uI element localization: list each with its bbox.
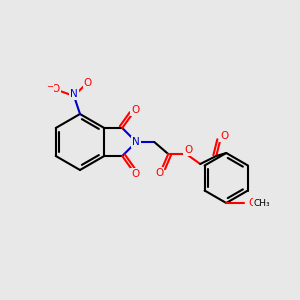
- Text: O: O: [131, 105, 140, 115]
- Text: O: O: [84, 78, 92, 88]
- Text: CH₃: CH₃: [254, 199, 271, 208]
- Text: O: O: [131, 169, 140, 179]
- Text: N: N: [132, 137, 140, 147]
- Text: O: O: [248, 198, 256, 208]
- Text: O: O: [220, 131, 228, 141]
- Text: N: N: [70, 89, 78, 99]
- Text: −: −: [46, 82, 53, 91]
- Text: O: O: [52, 84, 60, 94]
- Text: O: O: [155, 168, 164, 178]
- Text: O: O: [184, 145, 192, 155]
